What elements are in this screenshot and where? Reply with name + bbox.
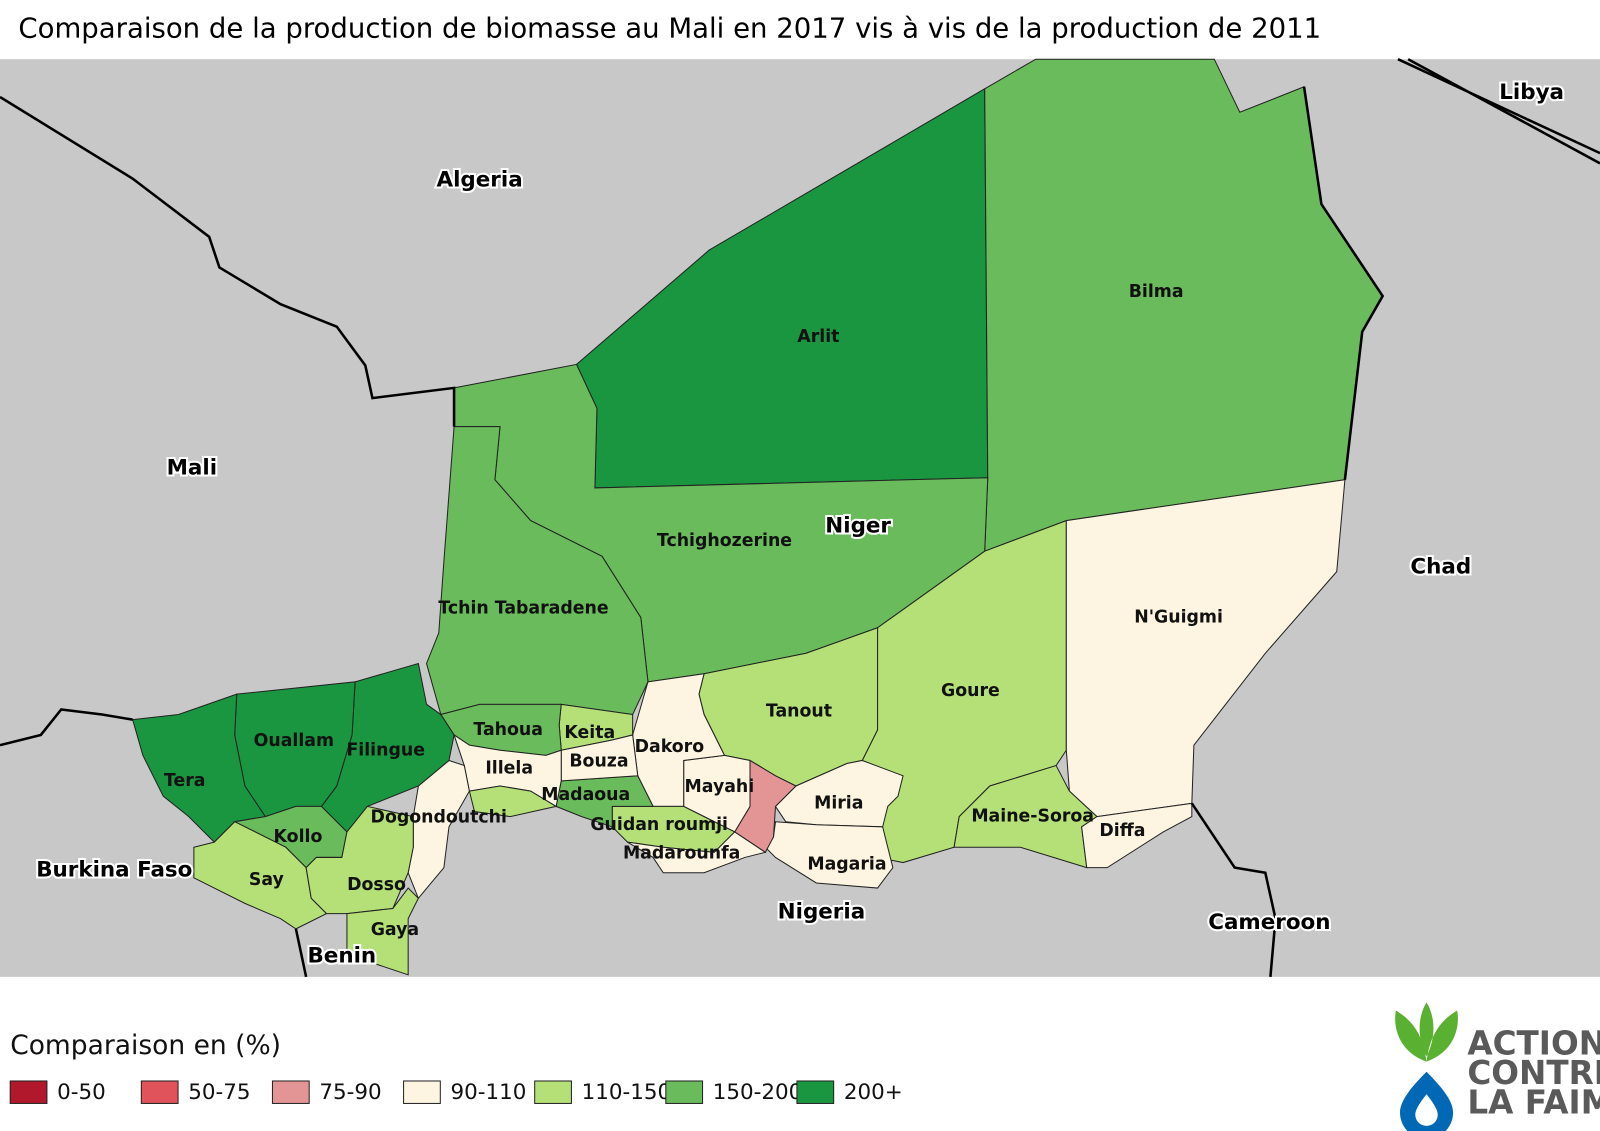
border-line [294,928,308,978]
country-label: Cameroon [1208,910,1330,935]
border-line [1302,86,1385,480]
legend-label: 0-50 [57,1080,106,1105]
logo: ACTION CONTRE LA FAIM [1395,1002,1600,1131]
country-label: Chad [1410,555,1471,580]
legend-swatch [271,1080,310,1104]
country-label: Niger [825,514,891,539]
legend-swatch [140,1080,179,1104]
border-line [1190,802,1277,977]
border-line [0,95,456,427]
regions [131,58,1384,976]
region [468,785,558,818]
borders [0,58,1600,978]
legend: 0-50 50-75 75-90 90-110 110-150 150-200 200+ [9,1080,903,1105]
department-label: Tchighozerine [657,531,792,551]
department-label: Magaria [807,855,886,875]
department-label: Tahoua [473,720,543,740]
department-label: Miria [814,793,863,813]
department-label: Tchin Tabaradene [438,598,608,618]
map-title: Comparaison de la production de biomasse… [18,13,1321,45]
department-label: Diffa [1099,821,1145,841]
country-label: Algeria [437,168,523,193]
department-label: Madaoua [541,785,630,805]
department-label: Arlit [797,327,839,347]
region [305,805,414,915]
region [627,831,767,874]
legend-label: 90-110 [451,1080,527,1105]
legend-swatch [534,1080,572,1104]
legend-label: 110-150 [582,1080,672,1105]
border-line [1397,58,1600,165]
legend-title: Comparaison en (%) [10,1030,281,1061]
logo-leaves [1395,1002,1458,1062]
country-label: Nigeria [778,900,865,925]
region [346,887,419,976]
logo-text: ACTION [1467,1024,1600,1062]
country-label: Benin [307,943,376,968]
logo-text: LA FAIM [1467,1084,1600,1122]
legend-swatch [403,1080,441,1104]
department-label: Gaya [371,920,419,940]
department-label: Maine-Soroa [971,807,1094,827]
department-label: Guidan roumji [590,815,728,835]
country-labels: Algeria Libya Mali Chad Burkina Faso Ben… [34,78,1566,971]
legend-swatch [796,1080,835,1104]
country-label: Mali [167,456,217,481]
department-label: Mayahi [685,777,755,797]
region [555,775,654,828]
department-label: Madarounfa [623,843,740,863]
legend-label: 75-90 [319,1080,381,1105]
legend-swatch [9,1080,48,1104]
department-label: Filingue [346,740,424,760]
region [1065,479,1346,818]
department-labels: Arlit Bilma Tchighozerine Tchin Tabarade… [164,282,1223,940]
department-label: Tanout [766,701,832,721]
department-label: Keita [564,723,615,743]
region [774,759,904,828]
country-label: Libya [1499,80,1564,105]
department-label: Bouza [569,751,628,771]
department-label: Dogondoutchi [371,808,507,828]
legend-label: 200+ [844,1080,903,1105]
department-label: Ouallam [254,731,334,751]
department-label: Bilma [1129,282,1184,302]
department-label: Goure [941,681,1000,701]
department-label: Dosso [347,875,406,895]
legend-label: 150-200 [713,1080,803,1105]
legend-swatch [665,1080,704,1104]
department-label: Kollo [274,827,323,847]
border-line [0,708,133,747]
department-label: Tera [164,771,206,791]
logo-drop [1400,1071,1454,1131]
department-label: Illela [485,759,533,779]
department-label: Dakoro [635,737,705,757]
country-label: Burkina Faso [36,858,192,883]
department-label: N'Guigmi [1134,608,1223,628]
logo-text: CONTRE [1467,1054,1600,1092]
department-label: Say [249,870,284,890]
legend-label: 50-75 [188,1080,250,1105]
